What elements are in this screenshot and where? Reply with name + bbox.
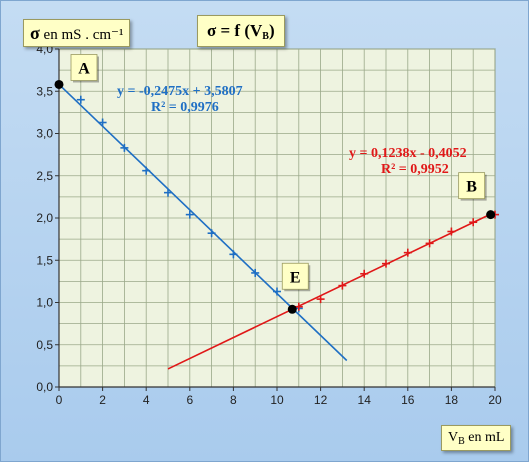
y-tick-label: 0,5 [36, 338, 53, 352]
trend-line-0 [58, 83, 348, 362]
chart-title-end: ) [268, 21, 275, 40]
grid [58, 48, 496, 388]
x-tick-label: 14 [358, 393, 372, 407]
data-point-marker [425, 239, 434, 248]
x-axis-label: VB en mL [441, 425, 512, 451]
point-label-a: A [78, 60, 90, 77]
trend-lines [58, 83, 496, 370]
data-point-marker [142, 166, 151, 175]
y-axis-label: σ en mS . cm⁻¹ [23, 19, 131, 47]
data-point-marker [207, 229, 216, 238]
x-axis-subscript: B [458, 436, 465, 447]
data-point-marker [382, 259, 390, 268]
point-label-box [458, 172, 486, 200]
chart-title: σ = f (VB) [197, 15, 285, 47]
point-label-box [70, 54, 98, 81]
data-point-marker [98, 118, 107, 127]
tick-labels: 0 2 4 6 8 10 12 14 16 18 20 0,0 0,5 1,0 1,5 2,0 2,5 3,0 3,… [36, 42, 502, 407]
data-point-marker [360, 269, 369, 278]
x-tick-label: 12 [314, 393, 328, 407]
axes [55, 48, 496, 391]
equation-1: y = 0,1238x - 0,4052 [349, 146, 467, 161]
y-tick-label: 3,0 [36, 127, 53, 141]
y-axis-symbol: σ [30, 23, 40, 43]
data-point-marker [403, 248, 412, 257]
x-tick-label: 8 [230, 393, 237, 407]
x-axis-unit: en mL [464, 430, 505, 445]
trend-line-1 [167, 211, 496, 370]
data-point-marker [294, 302, 303, 311]
x-tick-label: 18 [445, 393, 459, 407]
data-point-marker [316, 295, 325, 304]
r2-1: R² = 0,9952 [381, 162, 449, 177]
y-tick-label: 2,5 [36, 169, 53, 183]
data-point-marker [447, 227, 456, 236]
y-tick-label: 1,0 [36, 296, 53, 310]
x-tick-label: 20 [488, 393, 502, 407]
point-label-b: B [466, 179, 477, 196]
point-label-box [281, 262, 309, 290]
x-tick-label: 10 [270, 393, 284, 407]
y-axis-unit: en mS . cm⁻¹ [39, 27, 124, 43]
point-label-e: E [290, 269, 301, 286]
equation-0: y = -0,2475x + 3,5807 [117, 84, 243, 99]
x-tick-label: 4 [143, 393, 150, 407]
y-tick-label: 3,5 [36, 84, 53, 98]
data-point-marker [120, 143, 129, 152]
x-tick-label: 2 [99, 393, 106, 407]
data-point-marker [273, 287, 281, 296]
y-tick-label: 0,0 [36, 380, 53, 394]
data-point-marker [251, 268, 260, 277]
chart-title-text: σ = f (V [207, 21, 263, 40]
point-e-dot [287, 304, 297, 314]
data-point-marker [185, 210, 194, 219]
x-tick-label: 16 [401, 393, 415, 407]
x-axis-var: V [448, 430, 459, 445]
special-points: A B E [54, 54, 496, 314]
chart-title-subscript: B [262, 31, 269, 42]
data-point-marker [338, 281, 347, 290]
x-tick-label: 6 [186, 393, 193, 407]
y-tick-label: 2,0 [36, 211, 53, 225]
data-point-marker [164, 188, 172, 197]
y-tick-label: 1,5 [36, 253, 53, 267]
data-point-marker [229, 250, 238, 259]
point-b-dot [486, 210, 496, 220]
x-tick-label: 0 [56, 393, 63, 407]
point-a-dot [54, 79, 64, 89]
r2-0: R² = 0,9976 [151, 100, 219, 115]
data-point-marker [76, 95, 85, 104]
data-point-marker [469, 218, 478, 227]
